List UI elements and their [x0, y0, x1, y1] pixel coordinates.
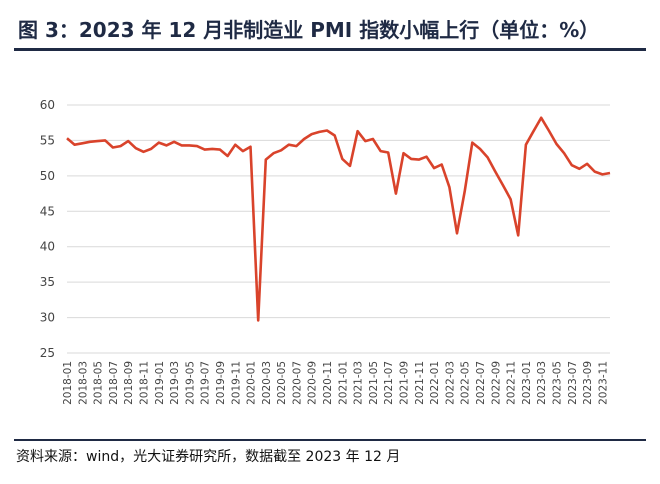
- x-tick-label: 2020-11: [322, 361, 334, 405]
- x-tick-label: 2021-11: [414, 361, 426, 405]
- x-tick-label: 2021-05: [368, 361, 380, 405]
- x-tick-label: 2019-11: [230, 361, 242, 405]
- x-tick-label: 2022-01: [429, 361, 441, 405]
- y-tick-label: 25: [40, 346, 55, 360]
- y-tick-label: 55: [40, 133, 55, 147]
- x-tick-label: 2023-05: [551, 361, 563, 405]
- x-tick-label: 2019-07: [200, 361, 212, 405]
- x-tick-label: 2022-07: [475, 361, 487, 405]
- x-tick-label: 2022-03: [444, 361, 456, 405]
- x-tick-label: 2018-09: [123, 361, 135, 405]
- x-tick-label: 2019-01: [154, 361, 166, 405]
- chart-title: 图 3：2023 年 12 月非制造业 PMI 指数小幅上行（单位：%）: [18, 18, 600, 42]
- footer-divider: [14, 439, 646, 441]
- x-tick-label: 2020-05: [276, 361, 288, 405]
- x-tick-label: 2019-09: [215, 361, 227, 405]
- x-tick-label: 2022-11: [506, 361, 518, 405]
- source-note: 资料来源：wind，光大证券研究所，数据截至 2023 年 12 月: [16, 449, 401, 465]
- x-tick-label: 2021-03: [353, 361, 365, 405]
- series-line: [66, 116, 611, 322]
- series-non-manufacturing-pmi: [66, 116, 611, 322]
- x-tick-label: 2019-03: [169, 361, 181, 405]
- x-tick-label: 2020-09: [307, 361, 319, 405]
- y-tick-label: 35: [40, 275, 55, 289]
- x-tick-label: 2022-09: [490, 361, 502, 405]
- x-tick-label: 2020-03: [261, 361, 273, 405]
- x-tick-label: 2022-05: [460, 361, 472, 405]
- y-tick-label: 50: [40, 169, 55, 183]
- y-tick-label: 60: [40, 98, 55, 112]
- x-tick-label: 2021-09: [399, 361, 411, 405]
- x-axis-ticks: 2018-01 2018-03 2018-05 2018-07 2018-09 2018-…: [62, 361, 609, 405]
- x-tick-label: 2018-07: [108, 361, 120, 405]
- x-tick-label: 2020-01: [246, 361, 258, 405]
- y-tick-label: 30: [40, 311, 55, 325]
- y-axis-ticks: 25 30 35 40 45 50 55 60: [40, 98, 55, 360]
- x-tick-label: 2023-03: [536, 361, 548, 405]
- y-tick-label: 45: [40, 204, 55, 218]
- y-tick-label: 40: [40, 240, 55, 254]
- x-tick-label: 2018-11: [138, 361, 150, 405]
- x-tick-label: 2018-01: [62, 361, 74, 405]
- x-tick-label: 2021-01: [337, 361, 349, 405]
- x-tick-label: 2023-01: [521, 361, 533, 405]
- x-tick-label: 2018-05: [93, 361, 105, 405]
- x-tick-label: 2023-09: [582, 361, 594, 405]
- gridlines: [67, 104, 610, 354]
- x-tick-label: 2023-11: [597, 361, 609, 405]
- x-tick-label: 2021-07: [383, 361, 395, 405]
- title-divider: [14, 48, 646, 51]
- x-tick-label: 2019-05: [184, 361, 196, 405]
- x-tick-label: 2020-07: [291, 361, 303, 405]
- x-tick-label: 2023-07: [567, 361, 579, 405]
- x-tick-label: 2018-03: [77, 361, 89, 405]
